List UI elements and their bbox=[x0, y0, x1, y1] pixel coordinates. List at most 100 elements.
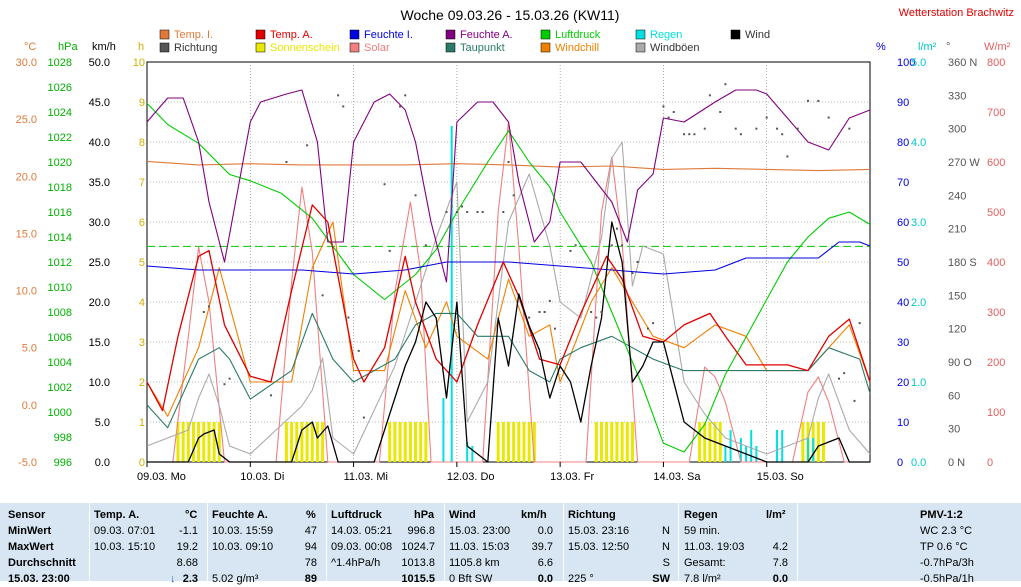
bar-regen bbox=[724, 446, 727, 462]
point-richtung bbox=[827, 116, 830, 119]
bar-sonnenschein bbox=[217, 422, 221, 462]
axis-tick-wind: 5.0 bbox=[95, 417, 110, 429]
series-line-temp-i bbox=[146, 160, 871, 172]
axis-tick-press: 1014 bbox=[48, 232, 72, 244]
axis-tick-press: 1022 bbox=[48, 132, 72, 144]
point-richtung bbox=[621, 244, 624, 247]
axis-tick-press: 996 bbox=[54, 457, 72, 469]
table-divider bbox=[326, 503, 327, 581]
legend-swatch bbox=[635, 29, 646, 40]
point-richtung bbox=[347, 316, 350, 319]
point-richtung bbox=[476, 211, 479, 213]
bar-sonnenschein bbox=[284, 422, 288, 462]
bar-sonnenschein bbox=[610, 422, 614, 462]
point-richtung bbox=[399, 105, 402, 108]
legend-swatch bbox=[159, 29, 170, 40]
bar-regen bbox=[442, 398, 445, 462]
bar-sonnenschein bbox=[698, 422, 702, 462]
point-richtung bbox=[342, 105, 345, 108]
bar-sonnenschein bbox=[398, 422, 402, 462]
point-richtung bbox=[228, 377, 231, 380]
point-richtung bbox=[646, 327, 649, 330]
bar-sonnenschein bbox=[625, 422, 629, 462]
axis-tick-sun: 4 bbox=[139, 297, 145, 309]
cell-time: 09.03. 07:01 bbox=[94, 525, 156, 537]
legend-label: Temp. I. bbox=[174, 29, 213, 41]
axis-tick-sun: 6 bbox=[139, 217, 145, 229]
series-line-wind bbox=[147, 221, 870, 463]
legend-swatch bbox=[159, 42, 170, 53]
chart-lines bbox=[146, 83, 871, 463]
x-tick-label: 09.03. Mo bbox=[137, 471, 186, 483]
weather-chart: Woche 09.03.26 - 15.03.26 (KW11) Wetters… bbox=[15, 7, 1014, 483]
point-richtung bbox=[357, 349, 360, 352]
point-richtung bbox=[610, 244, 613, 247]
cell-pmv: -0.7hPa/3h bbox=[920, 557, 974, 569]
bar-regen bbox=[450, 126, 453, 462]
axis-tick-wind: 20.0 bbox=[89, 297, 110, 309]
axis-tick-dir: 60 bbox=[948, 390, 960, 402]
x-tick-label: 13.03. Fr bbox=[550, 471, 594, 483]
cell-time: 10.03. 15:59 bbox=[212, 525, 274, 537]
cell-time: 09.03. 00:08 bbox=[331, 541, 393, 553]
axis-tick-wind: 10.0 bbox=[89, 377, 110, 389]
axis-tick-wind: 15.0 bbox=[89, 337, 110, 349]
point-richtung bbox=[667, 116, 670, 119]
point-richtung bbox=[362, 416, 365, 419]
series-line-windb-en bbox=[146, 141, 871, 455]
axis-tick-press: 1006 bbox=[48, 332, 72, 344]
axis-tick-press: 1012 bbox=[48, 257, 72, 269]
axis-tick-dir: 360 N bbox=[948, 57, 977, 69]
bar-sonnenschein bbox=[816, 422, 820, 462]
point-richtung bbox=[615, 227, 618, 230]
bar-sonnenschein bbox=[295, 422, 299, 462]
point-richtung bbox=[781, 133, 784, 136]
bar-sonnenschein bbox=[191, 422, 195, 462]
axis-unit-temp: °C bbox=[24, 41, 36, 53]
table-header-row: Sensor Temp. A. °C Feuchte A. % Luftdruc… bbox=[0, 507, 1021, 523]
row-label: Durchschnitt bbox=[8, 557, 76, 569]
bar-sonnenschein bbox=[197, 422, 201, 462]
cell-value: 47 bbox=[304, 525, 317, 537]
bar-sonnenschein bbox=[532, 422, 536, 462]
axis-unit-press: hPa bbox=[58, 41, 78, 53]
legend-label: Windböen bbox=[650, 42, 700, 54]
x-tick-label: 15.03. So bbox=[757, 471, 804, 483]
bar-sonnenschein bbox=[630, 422, 634, 462]
bar-sonnenschein bbox=[212, 422, 216, 462]
cell-time: 10.03. 09:10 bbox=[212, 541, 274, 553]
axis-tick-rain: 4.0 bbox=[911, 137, 926, 149]
point-richtung bbox=[817, 99, 820, 102]
point-richtung bbox=[703, 127, 706, 130]
bar-regen bbox=[729, 430, 732, 462]
axis-unit-wind: km/h bbox=[92, 41, 116, 53]
cell-value: SW bbox=[652, 573, 670, 585]
cell-value: 8.68 bbox=[176, 557, 198, 569]
point-richtung bbox=[708, 94, 711, 97]
bar-sonnenschein bbox=[801, 422, 805, 462]
point-richtung bbox=[796, 127, 799, 130]
cell-value: 6.6 bbox=[537, 557, 553, 569]
bar-sonnenschein bbox=[393, 422, 397, 462]
point-richtung bbox=[807, 99, 810, 102]
axis-tick-press: 1002 bbox=[48, 382, 72, 394]
axis-tick-sun: 3 bbox=[139, 337, 145, 349]
cell-value: 1024.7 bbox=[401, 541, 435, 553]
chart-bars bbox=[176, 126, 826, 462]
table-divider bbox=[444, 503, 445, 581]
point-richtung bbox=[306, 144, 309, 147]
axis-tick-temp: -5.0 bbox=[18, 457, 37, 469]
axis-tick-press: 1026 bbox=[48, 82, 72, 94]
bar-sonnenschein bbox=[202, 422, 206, 462]
axis-tick-solar: 100 bbox=[987, 407, 1005, 419]
x-axis-ticks: 09.03. Mo 10.03. Di 11.03. Mi 12.03. Do 13.0… bbox=[137, 462, 804, 483]
bar-sonnenschein bbox=[703, 422, 707, 462]
axis-tick-wind: 45.0 bbox=[89, 97, 110, 109]
point-richtung bbox=[528, 316, 531, 319]
axis-tick-press: 1018 bbox=[48, 182, 72, 194]
point-richtung bbox=[337, 94, 340, 97]
bar-sonnenschein bbox=[517, 422, 521, 462]
hdr-hum-unit: % bbox=[306, 509, 316, 521]
axis-tick-hum: 100 bbox=[897, 57, 915, 69]
bar-sonnenschein bbox=[403, 422, 407, 462]
